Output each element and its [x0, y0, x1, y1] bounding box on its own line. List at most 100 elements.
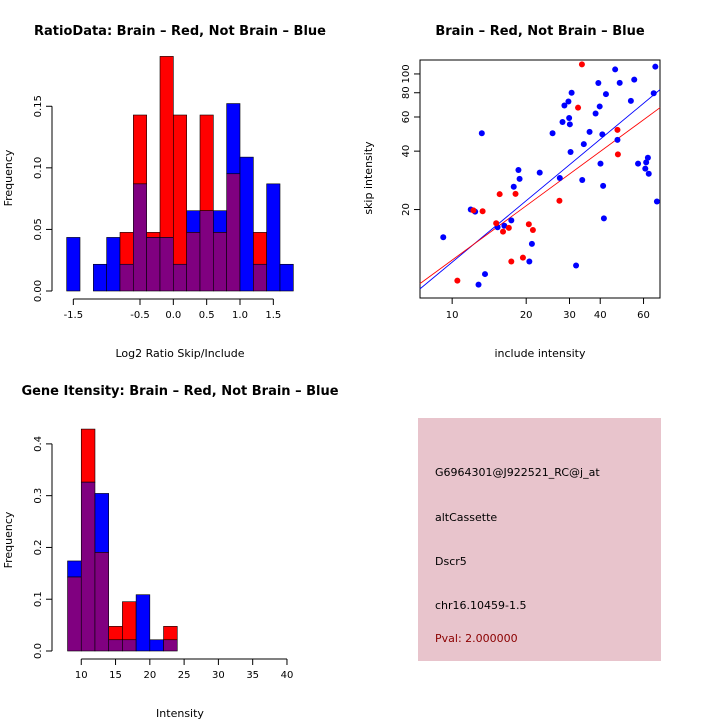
intensity-chart-title: Gene Itensity: Brain – Red, Not Brain – …: [21, 384, 338, 399]
ratio-x-tick-label-2: 0.0: [165, 310, 181, 321]
intensity-bar-notbrain-2: [94, 493, 109, 553]
ratio-x-tick-label-3: 0.5: [199, 310, 215, 321]
ratio-x-tick-label-1: -0.5: [130, 310, 150, 321]
ratio-bar-brain-7: [159, 56, 174, 238]
ratio-bar-brain-14: [253, 232, 267, 265]
intensity-bar-brain-1: [80, 428, 96, 483]
pval-text: Pval: 2.000000: [435, 632, 518, 645]
scatter-x-tick-label-1: 20: [520, 310, 533, 321]
ratio-bar-notbrain-0: [66, 237, 81, 292]
ratio-bar-notbrain-9: [186, 210, 201, 233]
gene-name-text: Dscr5: [435, 555, 467, 568]
notbrain-point-5: [482, 271, 489, 278]
intensity-bar-notbrain-6: [149, 639, 164, 652]
ratio-bars: [66, 56, 294, 292]
intensity-y-tick-label-0: 0.0: [33, 643, 44, 659]
brain-point-12: [556, 197, 563, 204]
ratio-bar-notbrain-13: [239, 156, 254, 292]
ratio-x-tick-label-5: 1.5: [265, 310, 281, 321]
brain-point-2: [479, 208, 486, 215]
notbrain-point-29: [595, 80, 602, 87]
notbrain-point-27: [586, 128, 593, 135]
intensity-x-tick-label-2: 20: [143, 670, 156, 681]
ratio-bar-overlap-4: [119, 263, 134, 292]
notbrain-point-0: [440, 234, 447, 241]
ratio-bar-overlap-7: [159, 237, 174, 292]
notbrain-point-22: [567, 148, 574, 155]
ratio-bar-notbrain-16: [279, 263, 294, 292]
notbrain-point-10: [515, 166, 522, 173]
ratio-bar-overlap-10: [199, 210, 214, 292]
ratio-bar-overlap-14: [253, 263, 267, 292]
intensity-bar-brain-7: [163, 626, 178, 641]
ratio-y-axis-label: Frequency: [2, 149, 15, 206]
notbrain-point-4: [478, 130, 485, 137]
ratio-bar-overlap-6: [146, 237, 161, 292]
intensity-bar-overlap-7: [163, 639, 178, 652]
scatter-x-tick-label-2: 30: [563, 310, 576, 321]
notbrain-point-8: [508, 217, 515, 224]
notbrain-point-3: [475, 281, 482, 288]
intensity-y-tick-label-2: 0.2: [33, 539, 44, 555]
intensity-histogram-panel: Gene Itensity: Brain – Red, Not Brain – …: [2, 384, 339, 720]
ratio-bar-brain-6: [146, 232, 161, 238]
notbrain-point-20: [566, 114, 573, 121]
intensity-bar-overlap-4: [122, 639, 137, 652]
notbrain-point-19: [565, 98, 572, 105]
ratio-y-tick-label-3: 0.15: [33, 95, 44, 117]
notbrain-point-35: [602, 91, 609, 98]
probe-id-text: G6964301@J922521_RC@j_at: [435, 466, 600, 479]
intensity-y-tick-label-4: 0.4: [33, 436, 44, 452]
brain-point-11: [529, 226, 536, 233]
info-background: [418, 418, 661, 661]
intensity-scatter-panel: Brain – Red, Not Brain – Blue 10 20 30 40 60…: [362, 24, 661, 360]
notbrain-point-21: [566, 121, 573, 128]
scatter-x-axis-label: include intensity: [494, 347, 586, 360]
notbrain-point-48: [653, 198, 660, 205]
brain-point-9: [519, 254, 526, 261]
notbrain-point-13: [528, 240, 535, 247]
event-type-text: altCassette: [435, 511, 497, 524]
ratio-histogram-panel: RatioData: Brain – Red, Not Brain – Blue…: [2, 24, 326, 360]
intensity-bar-overlap-3: [108, 639, 123, 652]
ratio-x-axis-label: Log2 Ratio Skip/Include: [115, 347, 244, 360]
intensity-x-tick-label-3: 25: [178, 670, 191, 681]
ratio-bar-notbrain-2: [93, 263, 107, 292]
notbrain-point-34: [600, 215, 607, 222]
scatter-y-tick-label-0: 20: [401, 203, 412, 216]
ratio-axes: -1.5 -0.5 0.0 0.5 1.0 1.5 0.00 0.05 0.10 0.15: [33, 95, 281, 321]
scatter-y-tick-label-4: 100: [401, 64, 412, 83]
intensity-x-tick-label-1: 15: [109, 670, 122, 681]
brain-point-16: [614, 151, 621, 158]
brain-point-3: [493, 220, 500, 227]
notbrain-point-16: [556, 174, 563, 181]
notbrain-point-47: [652, 63, 659, 70]
notbrain-point-7: [501, 222, 508, 229]
intensity-x-axis-label: Intensity: [156, 707, 204, 720]
ratio-bar-overlap-8: [173, 263, 187, 292]
ratio-chart-title: RatioData: Brain – Red, Not Brain – Blue: [34, 24, 326, 39]
notbrain-point-11: [516, 175, 523, 182]
scatter-x-tick-label-0: 10: [446, 310, 459, 321]
brain-point-7: [508, 258, 515, 265]
brain-point-8: [512, 190, 519, 197]
ratio-y-tick-label-0: 0.00: [33, 280, 44, 302]
scatter-points: [440, 61, 660, 288]
intensity-x-tick-label-0: 10: [75, 670, 88, 681]
intensity-bars: [67, 428, 178, 652]
ratio-bar-overlap-11: [213, 232, 227, 292]
scatter-x-tick-label-3: 40: [594, 310, 607, 321]
intensity-y-tick-label-3: 0.3: [33, 488, 44, 504]
notbrain-point-39: [627, 97, 634, 104]
ratio-bar-brain-10: [199, 114, 214, 212]
notbrain-point-18: [561, 102, 568, 109]
ratio-bar-notbrain-15: [266, 183, 281, 292]
notbrain-point-25: [579, 177, 586, 184]
scatter-y-tick-label-2: 60: [401, 111, 412, 124]
intensity-y-axis-label: Frequency: [2, 511, 15, 568]
brain-point-10: [525, 221, 532, 228]
ratio-y-tick-label-1: 0.05: [33, 218, 44, 240]
notbrain-point-17: [559, 119, 566, 126]
ratio-bar-notbrain-12: [226, 103, 241, 175]
